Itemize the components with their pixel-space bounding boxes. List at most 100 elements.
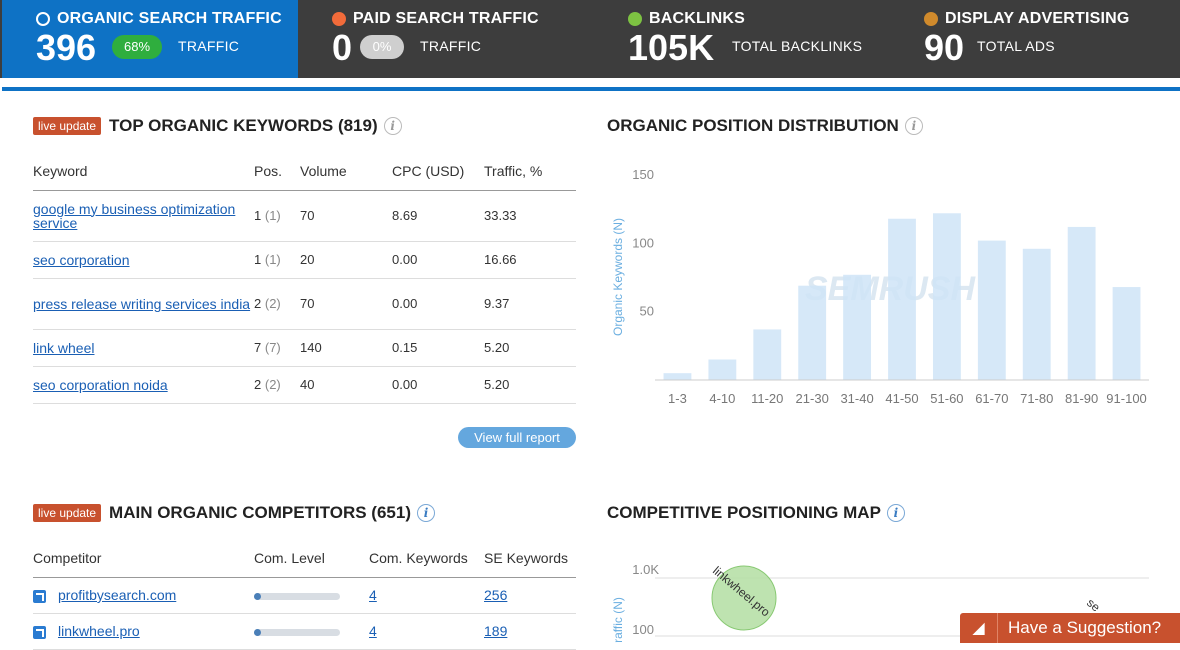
col-competitor[interactable]: Competitor bbox=[33, 539, 254, 578]
x-tick-label: 71-80 bbox=[1020, 391, 1053, 406]
info-icon[interactable]: i bbox=[886, 504, 905, 522]
pos-prev-value: (2) bbox=[264, 377, 281, 392]
competitors-section-title: live update MAIN ORGANIC COMPETITORS (65… bbox=[33, 503, 435, 523]
col-pos[interactable]: Pos. bbox=[254, 152, 300, 191]
col-com-keywords[interactable]: Com. Keywords bbox=[369, 539, 484, 578]
paid-traffic-badge: 0% bbox=[360, 35, 404, 59]
table-row: seo corporation 1 (1) 20 0.00 16.66 bbox=[33, 241, 576, 279]
keyword-cell: link wheel bbox=[33, 329, 254, 367]
circle-icon bbox=[924, 12, 938, 26]
bar-4-10[interactable] bbox=[708, 359, 737, 381]
display-ads-title: DISPLAY ADVERTISING bbox=[945, 10, 1130, 27]
col-cpc[interactable]: CPC (USD) bbox=[392, 152, 484, 191]
view-full-report-button[interactable]: View full report bbox=[458, 427, 576, 448]
bar-11-20[interactable] bbox=[753, 329, 782, 380]
bar-61-70[interactable] bbox=[977, 240, 1006, 380]
pos-cell: 7 (7) bbox=[254, 329, 300, 367]
positioning-section-title: COMPETITIVE POSITIONING MAP i bbox=[607, 503, 905, 523]
bar-91-100[interactable] bbox=[1112, 287, 1141, 380]
y-tick-label: 100 bbox=[632, 235, 654, 250]
backlinks-title: BACKLINKS bbox=[649, 10, 746, 27]
suggestion-button[interactable]: ◢ Have a Suggestion? bbox=[960, 613, 1180, 643]
backlinks-value: 105K bbox=[628, 27, 715, 68]
bar-41-50[interactable] bbox=[888, 218, 916, 380]
info-icon[interactable]: i bbox=[383, 117, 402, 135]
traffic-cell: 33.33 bbox=[484, 190, 576, 242]
com-level-cell bbox=[254, 577, 369, 614]
col-com-level[interactable]: Com. Level bbox=[254, 539, 369, 578]
external-link-icon[interactable] bbox=[33, 590, 46, 604]
keywords-title: TOP ORGANIC KEYWORDS (819) bbox=[109, 116, 378, 135]
col-traffic[interactable]: Traffic, % bbox=[484, 152, 576, 191]
paid-traffic-value: 0 bbox=[332, 27, 353, 68]
y-tick-label: 150 bbox=[632, 167, 654, 182]
com-keywords-link[interactable]: 4 bbox=[369, 623, 377, 639]
competitor-link[interactable]: linkwheel.pro bbox=[58, 622, 140, 639]
cpc-cell: 0.00 bbox=[392, 241, 484, 279]
bar-51-60[interactable] bbox=[932, 213, 961, 380]
col-volume[interactable]: Volume bbox=[300, 152, 392, 191]
competitive-positioning-map: 1.0K 100 raffic (N) linkwheel.pro se bbox=[611, 562, 1149, 643]
volume-cell: 40 bbox=[300, 366, 392, 404]
traffic-cell: 5.20 bbox=[484, 329, 576, 367]
se-keywords-link[interactable]: 256 bbox=[484, 587, 508, 603]
com-level-fill bbox=[254, 592, 261, 600]
se-keywords-link[interactable]: 189 bbox=[484, 623, 508, 639]
pos-prev-value: (7) bbox=[264, 340, 281, 355]
com-keywords-link[interactable]: 4 bbox=[369, 587, 377, 603]
cpc-cell: 0.15 bbox=[392, 329, 484, 367]
competitor-link[interactable]: profitbysearch.com bbox=[58, 586, 177, 603]
organic-traffic-badge: 68% bbox=[112, 35, 162, 59]
backlinks-header: BACKLINKS bbox=[628, 10, 745, 28]
x-tick-label: 21-30 bbox=[796, 391, 829, 406]
x-tick-label: 1-3 bbox=[668, 391, 687, 406]
pos-prev-value: (1) bbox=[264, 252, 281, 267]
paid-traffic-label: TRAFFIC bbox=[420, 38, 482, 54]
x-tick-label: 91-100 bbox=[1106, 391, 1146, 406]
volume-cell: 20 bbox=[300, 241, 392, 279]
competitor-bubble[interactable] bbox=[711, 565, 777, 631]
keyword-cell: seo corporation bbox=[33, 241, 254, 279]
col-se-keywords[interactable]: SE Keywords bbox=[484, 539, 576, 578]
col-keyword[interactable]: Keyword bbox=[33, 152, 254, 191]
com-level-cell bbox=[254, 613, 369, 650]
organic-traffic-label: TRAFFIC bbox=[178, 38, 240, 54]
keyword-link[interactable]: link wheel bbox=[33, 339, 95, 356]
info-icon[interactable]: i bbox=[904, 117, 923, 135]
keywords-table: Keyword Pos. Volume CPC (USD) Traffic, %… bbox=[33, 152, 576, 404]
display-ads-tile[interactable]: DISPLAY ADVERTISING 90 TOTAL ADS bbox=[924, 0, 1174, 78]
organic-traffic-value: 396 bbox=[36, 27, 97, 68]
divider bbox=[2, 87, 1180, 91]
distribution-title: ORGANIC POSITION DISTRIBUTION bbox=[607, 116, 899, 135]
x-tick-label: 11-20 bbox=[751, 391, 783, 406]
table-row: profitbysearch.com 4 256 bbox=[33, 577, 576, 614]
pos-value: 1 bbox=[254, 252, 262, 267]
backlinks-tile[interactable]: BACKLINKS 105K TOTAL BACKLINKS bbox=[628, 0, 908, 78]
keyword-link[interactable]: press release writing services india bbox=[33, 295, 251, 312]
cpc-cell: 8.69 bbox=[392, 190, 484, 242]
keyword-link[interactable]: seo corporation bbox=[33, 251, 130, 268]
keyword-link[interactable]: seo corporation noida bbox=[33, 376, 168, 393]
bar-71-80[interactable] bbox=[1022, 248, 1051, 380]
keyword-link[interactable]: google my business optimization service bbox=[33, 200, 236, 231]
bar-21-30[interactable] bbox=[798, 285, 827, 380]
display-ads-header: DISPLAY ADVERTISING bbox=[924, 10, 1130, 28]
com-level-bar bbox=[254, 628, 340, 636]
organic-traffic-tile[interactable]: ORGANIC SEARCH TRAFFIC 396 68% TRAFFIC bbox=[2, 0, 298, 78]
bar-1-3[interactable] bbox=[663, 373, 692, 380]
cpc-cell: 0.00 bbox=[392, 278, 484, 330]
info-icon[interactable]: i bbox=[416, 504, 435, 522]
x-tick-label: 61-70 bbox=[975, 391, 1008, 406]
volume-cell: 70 bbox=[300, 190, 392, 242]
external-link-icon[interactable] bbox=[33, 626, 46, 640]
bar-81-90[interactable] bbox=[1067, 226, 1096, 380]
x-tick-label: 51-60 bbox=[930, 391, 963, 406]
edge-bubble-label: se bbox=[1084, 596, 1103, 615]
table-row: press release writing services india 2 (2… bbox=[33, 278, 576, 330]
traffic-cell: 16.66 bbox=[484, 241, 576, 279]
paid-traffic-tile[interactable]: PAID SEARCH TRAFFIC 0 0% TRAFFIC bbox=[332, 0, 612, 78]
circle-icon bbox=[628, 12, 642, 26]
table-row: seo corporation noida 2 (2) 40 0.00 5.20 bbox=[33, 366, 576, 404]
bar-31-40[interactable] bbox=[843, 274, 872, 380]
keyword-cell: google my business optimization service bbox=[33, 190, 254, 242]
